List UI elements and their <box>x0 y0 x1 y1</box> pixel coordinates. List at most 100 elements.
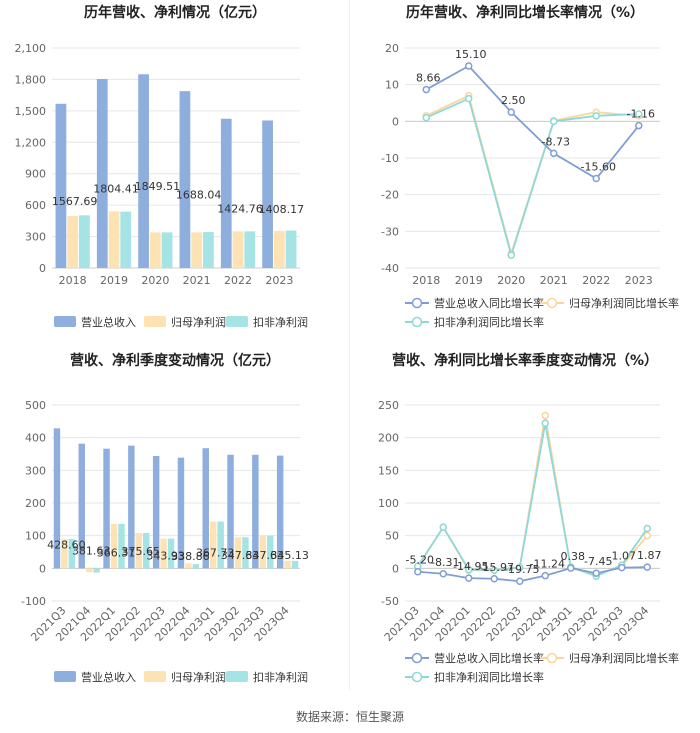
data-point <box>643 524 651 533</box>
data-point <box>635 121 643 130</box>
bar-deducted-profit <box>244 231 256 268</box>
series-line <box>425 64 640 180</box>
bar-deducted-profit <box>242 537 249 569</box>
y-tick-label: -50 <box>381 595 399 608</box>
bar-deducted-profit <box>167 538 175 569</box>
legend-label: 营业总收入同比增长率 <box>434 296 544 310</box>
data-point <box>541 419 549 428</box>
data-point <box>439 570 447 578</box>
y-tick-label: -10 <box>381 152 399 165</box>
bar-deducted-profit <box>203 232 214 268</box>
bar-deducted-profit <box>120 211 132 268</box>
legend-swatch <box>226 316 248 327</box>
y-tick-label: -30 <box>381 225 399 238</box>
data-point <box>414 567 422 576</box>
data-point <box>541 411 549 420</box>
bar-revenue <box>220 118 232 268</box>
y-tick-label: -40 <box>381 262 399 275</box>
data-label: -19.75 <box>504 563 539 576</box>
legend-marker <box>546 652 558 664</box>
y-tick-label: 300 <box>25 464 46 477</box>
data-label: 0.38 <box>561 550 586 563</box>
bar-net-profit <box>85 568 93 573</box>
legend-swatch <box>54 671 76 682</box>
data-point <box>643 563 651 571</box>
data-label: 345.13 <box>270 549 309 562</box>
bar-deducted-profit <box>143 533 150 569</box>
source-note: 数据来源：恒生聚源 <box>295 710 404 724</box>
y-tick-label: 1,200 <box>15 136 47 149</box>
legend-label: 归母净利润 <box>171 315 226 329</box>
quarterly-growth-chart: 营收、净利同比增长率季度变动情况（%） -50 0 50 100 150 200 250 202… <box>350 348 700 693</box>
y-tick-label: 200 <box>378 432 399 445</box>
legend-swatch <box>226 671 248 682</box>
legend-marker <box>411 652 423 664</box>
annual-growth-chart: 历年营收、净利同比增长率情况（%） -40 -30 -20 -10 0 10 20 2018 20… <box>350 0 700 345</box>
bar-revenue <box>53 428 61 569</box>
data-label: 366.31 <box>97 546 136 559</box>
bar-net-profit <box>67 215 79 268</box>
data-point <box>465 62 473 70</box>
data-point <box>507 108 515 116</box>
y-tick-label: 500 <box>25 399 46 412</box>
bar-deducted-profit <box>93 568 100 573</box>
y-tick-label: 0 <box>392 115 399 128</box>
data-label: -5.20 <box>406 554 434 567</box>
data-label: 338.86 <box>171 550 210 563</box>
y-tick-label: 10 <box>385 79 399 92</box>
bar-deducted-profit <box>161 232 173 268</box>
bar-revenue <box>227 454 234 569</box>
bar-revenue <box>128 445 135 569</box>
data-label: 1.07 <box>612 550 637 563</box>
legend-label: 扣非净利润同比增长率 <box>434 670 544 684</box>
y-tick-label: 150 <box>378 464 399 477</box>
data-point <box>516 563 524 572</box>
data-label: 1567.69 <box>52 195 98 208</box>
data-label: -15.97 <box>479 561 514 574</box>
legend-marker <box>411 297 423 309</box>
y-tick-label: 900 <box>25 168 46 181</box>
bar-revenue <box>179 91 191 268</box>
data-label: 367.73 <box>196 546 235 559</box>
legend-label: 归母净利润 <box>171 670 226 684</box>
data-label: 1424.76 <box>217 202 263 215</box>
x-tick-label: 2021 <box>540 274 568 287</box>
data-point <box>643 531 651 540</box>
y-tick-label: 200 <box>25 497 46 510</box>
data-label: 15.10 <box>455 48 487 61</box>
legend-swatch <box>144 671 166 682</box>
data-label: -11.24 <box>530 558 565 571</box>
y-tick-label: 20 <box>385 42 399 55</box>
bar-revenue <box>177 457 185 569</box>
y-tick-label: 100 <box>25 530 46 543</box>
bar-deducted-profit <box>217 521 224 569</box>
legend-marker <box>411 316 423 328</box>
series-line <box>417 566 648 583</box>
data-point <box>465 94 473 103</box>
chart-title: 营收、净利同比增长率季度变动情况（%） <box>392 352 658 369</box>
data-point <box>541 571 549 580</box>
data-point <box>465 574 473 582</box>
series-line <box>425 97 639 259</box>
legend-label: 营业总收入 <box>81 315 136 329</box>
data-label: -7.45 <box>584 555 612 568</box>
data-label: 1688.04 <box>176 189 222 202</box>
y-tick-label: 2,100 <box>15 42 47 55</box>
data-label: 347.63 <box>221 549 260 562</box>
x-tick-label: 2023 <box>265 274 293 287</box>
data-label: 2.50 <box>501 94 526 107</box>
x-tick-label: 2020 <box>497 274 525 287</box>
x-tick-label: 2018 <box>59 274 87 287</box>
y-tick-label: 1,500 <box>15 105 47 118</box>
bar-revenue <box>262 120 273 268</box>
data-point <box>635 110 643 118</box>
data-point <box>567 564 575 572</box>
data-label: 1.87 <box>637 549 662 562</box>
bar-net-profit <box>234 537 242 569</box>
legend-label: 扣非净利润 <box>253 670 308 684</box>
data-point <box>507 251 515 259</box>
legend-label: 扣非净利润同比增长率 <box>434 315 544 329</box>
data-point <box>422 113 430 122</box>
bar-revenue <box>252 454 259 569</box>
annual-growth-svg: 历年营收、净利同比增长率情况（%） -40 -30 -20 -10 0 10 20 2018 20… <box>381 4 679 329</box>
